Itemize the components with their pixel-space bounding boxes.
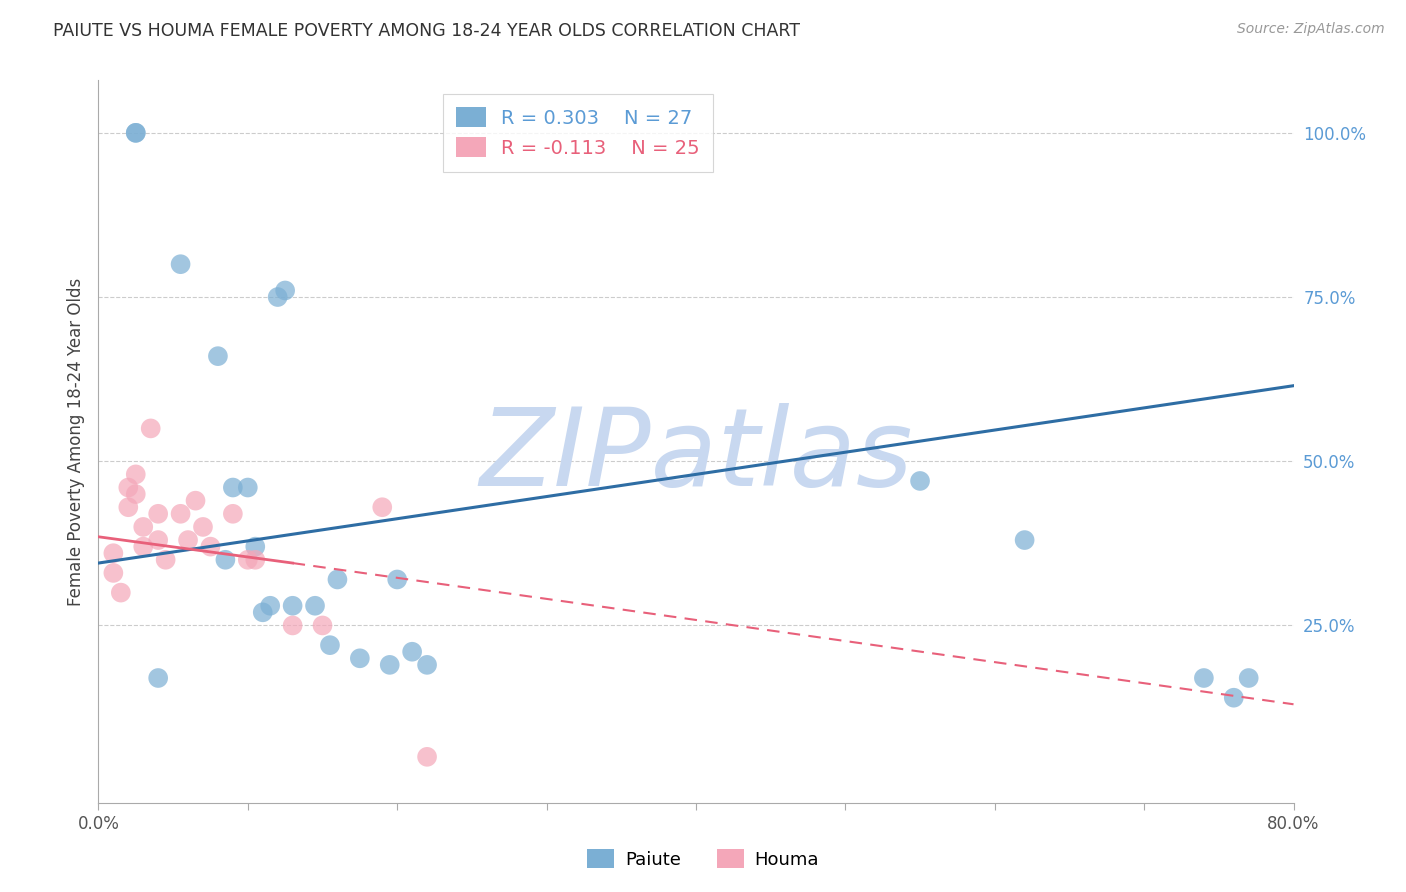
Point: [401, 645, 423, 659]
Point: [252, 605, 274, 619]
Point: [184, 493, 207, 508]
Point: [125, 487, 148, 501]
Point: [117, 500, 139, 515]
Point: [148, 533, 170, 547]
Point: [311, 618, 333, 632]
Point: [207, 349, 229, 363]
Point: [214, 553, 236, 567]
Text: ZIPatlas: ZIPatlas: [479, 403, 912, 508]
Point: [117, 481, 139, 495]
Text: Source: ZipAtlas.com: Source: ZipAtlas.com: [1237, 22, 1385, 37]
Point: [281, 618, 304, 632]
Point: [281, 599, 304, 613]
Point: [103, 546, 125, 560]
Point: [125, 126, 148, 140]
Point: [132, 540, 155, 554]
Legend: R = 0.303    N = 27, R = -0.113    N = 25: R = 0.303 N = 27, R = -0.113 N = 25: [443, 94, 713, 171]
Legend: Paiute, Houma: Paiute, Houma: [579, 842, 827, 876]
Point: [139, 421, 162, 435]
Point: [169, 507, 191, 521]
Point: [245, 540, 267, 554]
Point: [1223, 690, 1246, 705]
Point: [236, 553, 259, 567]
Point: [125, 467, 148, 482]
Point: [155, 553, 177, 567]
Point: [222, 507, 245, 521]
Point: [385, 573, 409, 587]
Y-axis label: Female Poverty Among 18-24 Year Olds: Female Poverty Among 18-24 Year Olds: [66, 277, 84, 606]
Point: [191, 520, 214, 534]
Point: [378, 657, 401, 672]
Point: [125, 126, 148, 140]
Point: [103, 566, 125, 580]
Point: [1014, 533, 1036, 547]
Point: [267, 290, 290, 304]
Point: [326, 573, 349, 587]
Point: [200, 540, 222, 554]
Point: [416, 749, 439, 764]
Point: [371, 500, 394, 515]
Point: [304, 599, 326, 613]
Point: [245, 553, 267, 567]
Point: [222, 481, 245, 495]
Point: [349, 651, 371, 665]
Point: [236, 481, 259, 495]
Point: [908, 474, 931, 488]
Text: PAIUTE VS HOUMA FEMALE POVERTY AMONG 18-24 YEAR OLDS CORRELATION CHART: PAIUTE VS HOUMA FEMALE POVERTY AMONG 18-…: [53, 22, 800, 40]
Point: [177, 533, 200, 547]
Point: [416, 657, 439, 672]
Point: [1192, 671, 1215, 685]
Point: [148, 671, 170, 685]
Point: [132, 520, 155, 534]
Point: [148, 507, 170, 521]
Point: [319, 638, 342, 652]
Point: [259, 599, 281, 613]
Point: [169, 257, 191, 271]
Point: [110, 585, 132, 599]
Point: [1237, 671, 1260, 685]
Point: [274, 284, 297, 298]
